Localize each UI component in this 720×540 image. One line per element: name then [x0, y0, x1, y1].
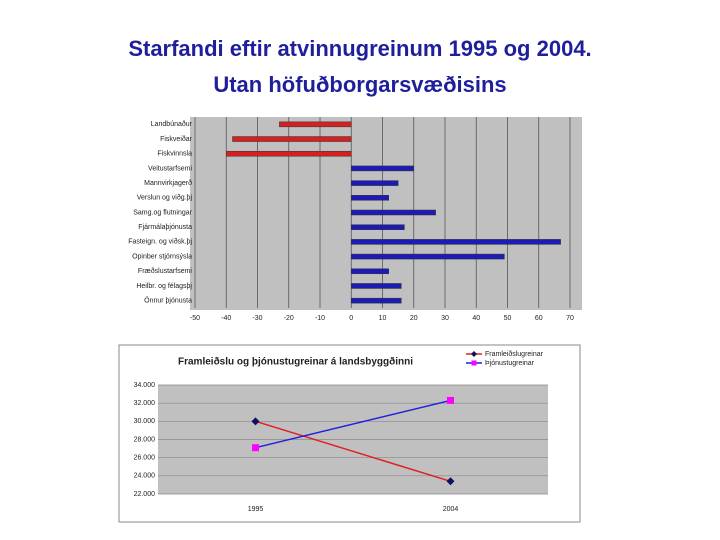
bar [351, 268, 389, 275]
y-tick-label: Fiskvinnsla [157, 151, 192, 158]
legend-label: Framleiðslugreinar [485, 350, 544, 358]
slide-title: Utan höfuðborgarsvæðisins [213, 72, 506, 97]
x-tick-label: 50 [504, 315, 512, 322]
x-tick-label: 1995 [248, 506, 264, 513]
y-tick-label: Fjármálaþjónusta [138, 224, 192, 231]
y-tick-label: Fiskveiðar [160, 135, 193, 143]
bar [279, 121, 352, 128]
legend-marker [471, 351, 477, 357]
y-tick-label: Fasteign. og viðsk.þj [128, 238, 192, 246]
y-tick-label: Veitustarfsemi [148, 165, 192, 172]
y-tick-label: Heilbr. og félagsþj [136, 283, 192, 290]
x-tick-label: -50 [190, 315, 200, 322]
bar [351, 165, 414, 172]
bar [351, 253, 505, 260]
y-tick-label: Verslun og viðg.þj [137, 194, 193, 202]
slide-title: Starfandi eftir atvinnugreinum 1995 og 2… [128, 36, 591, 61]
y-tick-label: 26.000 [134, 455, 156, 462]
x-tick-label: 10 [379, 315, 387, 322]
y-tick-label: Mannvirkjagerð [144, 179, 192, 187]
y-tick-label: 30.000 [134, 418, 156, 425]
marker [447, 396, 454, 404]
x-tick-label: 2004 [443, 506, 459, 513]
marker [251, 417, 260, 426]
y-tick-label: Önnur þjónusta [144, 296, 192, 304]
y-tick-label: Fræðslustarfsemi [138, 267, 193, 275]
bar [232, 136, 352, 142]
x-tick-label: -10 [315, 315, 325, 322]
legend-marker [471, 360, 477, 366]
y-tick-label: 28.000 [134, 436, 156, 443]
bar [351, 180, 399, 186]
bar [351, 224, 405, 230]
y-tick-label: Landbúnaður [151, 120, 193, 128]
chart-title: Framleiðslu og þjónustugreinar á landsby… [178, 356, 413, 368]
series-line [255, 399, 451, 449]
bar [351, 297, 402, 304]
x-tick-label: 70 [566, 315, 574, 322]
marker [252, 444, 259, 452]
bar [351, 239, 561, 245]
y-tick-label: Samg.og flutningar [133, 209, 192, 216]
bar [351, 209, 436, 216]
x-tick-label: 0 [349, 315, 353, 322]
y-tick-label: Opinber stjórnsýsla [132, 253, 192, 260]
x-tick-label: 20 [410, 315, 418, 322]
x-tick-label: 40 [472, 315, 480, 322]
bar [351, 195, 389, 201]
y-tick-label: 32.000 [134, 400, 156, 407]
x-tick-label: -40 [221, 315, 231, 322]
y-tick-label: 34.000 [134, 382, 156, 389]
bar [351, 283, 402, 289]
y-tick-label: 24.000 [134, 473, 156, 480]
legend-label: Þjónustugreinar [485, 360, 535, 367]
x-tick-label: 30 [441, 315, 449, 322]
x-tick-label: -20 [284, 315, 294, 322]
x-tick-label: -30 [252, 315, 262, 322]
y-tick-label: 22.000 [134, 491, 156, 498]
bar [226, 150, 352, 157]
series-line [255, 420, 451, 482]
marker [446, 477, 455, 486]
x-tick-label: 60 [535, 315, 543, 322]
